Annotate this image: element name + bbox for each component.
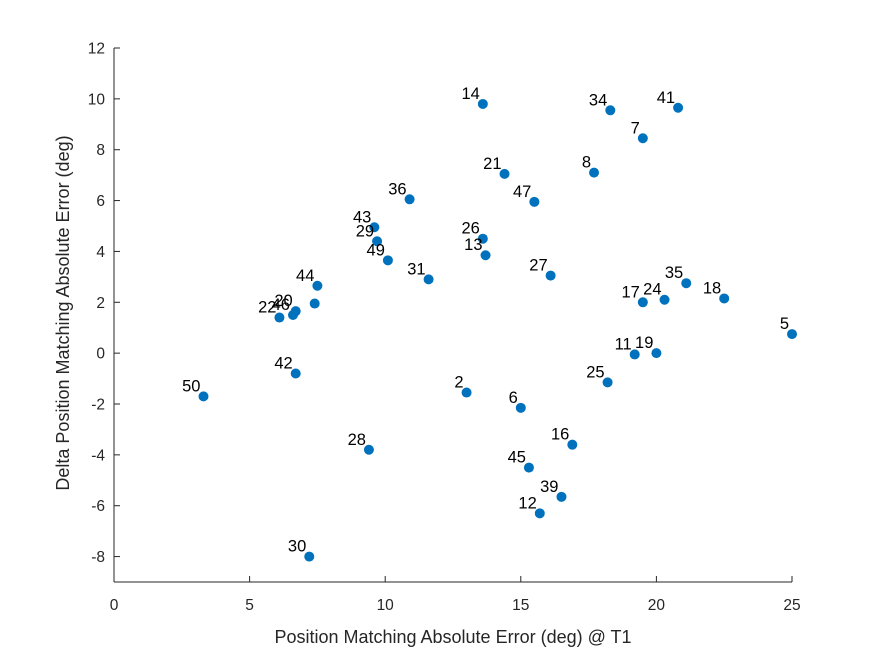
data-point-label: 12 <box>518 494 536 512</box>
y-tick-label: -2 <box>91 397 105 414</box>
data-point <box>499 168 510 179</box>
data-point-label: 24 <box>643 281 661 299</box>
data-point-label: 36 <box>388 180 406 198</box>
data-point-label: 42 <box>274 354 292 372</box>
y-tick-label: 10 <box>88 91 106 108</box>
y-axis-label: Delta Position Matching Absolute Error (… <box>53 135 73 490</box>
data-point <box>363 444 374 455</box>
data-point-label: 17 <box>621 283 639 301</box>
y-tick-label: -8 <box>91 549 105 566</box>
data-point <box>287 310 298 320</box>
data-point <box>477 98 488 109</box>
data-point-label: 5 <box>780 315 789 333</box>
data-point <box>589 167 600 178</box>
data-point <box>659 294 670 305</box>
data-point-label: 49 <box>367 241 385 259</box>
data-point <box>480 250 491 261</box>
x-tick-label: 25 <box>783 597 800 614</box>
point-group <box>198 98 797 562</box>
y-tick-label: 12 <box>88 41 105 58</box>
data-point-label: 50 <box>182 377 200 395</box>
data-point <box>372 236 383 247</box>
data-point <box>369 222 380 233</box>
data-point-label: 46 <box>272 296 290 314</box>
data-point-label: 21 <box>483 155 501 173</box>
data-point <box>534 508 545 519</box>
data-point-label: 34 <box>589 91 607 109</box>
x-tick-label: 5 <box>245 597 254 614</box>
data-point-label: 2 <box>454 374 463 392</box>
data-point <box>787 329 797 340</box>
data-point <box>290 368 301 379</box>
data-point-label: 44 <box>296 267 314 285</box>
data-point <box>382 255 393 266</box>
data-point <box>523 462 534 473</box>
data-point-label: 8 <box>582 154 591 172</box>
y-tick-label: -4 <box>91 447 105 464</box>
data-point <box>651 348 662 359</box>
data-point-label: 31 <box>407 260 425 278</box>
data-point <box>274 312 285 323</box>
data-point-label: 11 <box>615 335 632 353</box>
data-point-label: 30 <box>288 538 306 556</box>
data-point-label: 41 <box>657 89 675 107</box>
data-point <box>477 233 488 244</box>
x-tick-label: 10 <box>377 597 395 614</box>
x-tick-label: 15 <box>512 597 529 614</box>
data-point-label: 25 <box>586 363 604 381</box>
data-point-label: 28 <box>348 431 366 449</box>
data-point <box>529 196 540 207</box>
x-tick-label: 0 <box>110 597 119 614</box>
y-tick-label: 2 <box>96 295 105 312</box>
data-point-label: 29 <box>356 222 374 240</box>
data-point <box>556 491 567 502</box>
data-point-label: 43 <box>353 208 371 226</box>
data-point <box>567 439 578 450</box>
data-point-label: 22 <box>258 299 276 317</box>
data-point <box>404 194 415 205</box>
data-point <box>515 402 526 413</box>
data-point-label: 26 <box>461 220 479 238</box>
y-tick-label: -6 <box>91 498 105 515</box>
x-tick-label: 20 <box>648 597 666 614</box>
data-point-label: 20 <box>274 292 292 310</box>
data-point <box>637 133 648 144</box>
data-point <box>719 293 730 304</box>
data-point-label: 39 <box>540 478 558 496</box>
data-point-label: 7 <box>631 119 640 137</box>
data-point <box>461 387 472 398</box>
data-point <box>304 551 315 562</box>
data-point-label: 35 <box>665 264 683 282</box>
data-point-label: 18 <box>703 279 721 297</box>
data-point-label: 19 <box>635 334 653 352</box>
y-tick-label: 0 <box>96 346 105 363</box>
data-point <box>545 270 556 281</box>
data-point <box>673 102 684 113</box>
y-tick-label: 8 <box>96 142 105 159</box>
data-point-label: 6 <box>509 389 518 407</box>
data-point <box>605 105 616 116</box>
y-tick-label: 4 <box>96 244 105 261</box>
data-point <box>312 280 323 291</box>
data-point <box>198 391 209 402</box>
data-point-label: 47 <box>513 183 531 201</box>
y-tick-label: 6 <box>96 193 105 210</box>
data-point-label: 45 <box>508 449 526 467</box>
data-point <box>629 349 640 360</box>
data-point-label: 14 <box>461 85 479 103</box>
data-point <box>423 274 434 285</box>
data-point <box>602 377 613 388</box>
data-point-label: 27 <box>529 257 547 275</box>
x-axis-label: Position Matching Absolute Error (deg) @… <box>274 627 631 647</box>
data-point <box>637 297 648 308</box>
data-point <box>309 298 320 309</box>
data-point-label: 13 <box>464 236 482 254</box>
data-point-label: 16 <box>551 426 569 444</box>
data-point <box>681 278 692 289</box>
axes <box>113 48 792 583</box>
